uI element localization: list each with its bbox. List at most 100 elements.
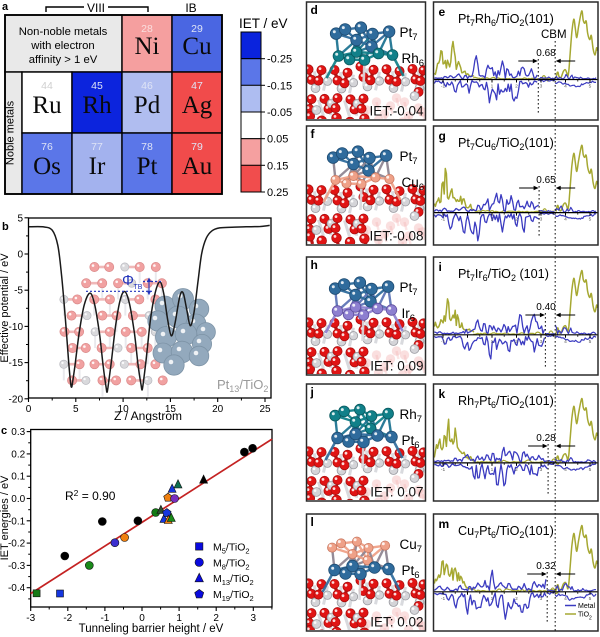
svg-text:-0.05: -0.05 [267, 107, 292, 119]
svg-text:-1: -1 [441, 467, 446, 473]
svg-text:Pt7​Rh6​/TiO2​(101): Pt7​Rh6​/TiO2​(101) [458, 12, 554, 28]
svg-text:3: 3 [540, 84, 543, 90]
svg-text:Rh: Rh [82, 92, 112, 119]
svg-text:-1: -1 [441, 84, 446, 90]
svg-text:Pt6​: Pt6​ [402, 563, 420, 581]
svg-text:1: 1 [491, 84, 494, 90]
svg-text:28: 28 [141, 23, 153, 35]
svg-text:Pt7​Cu6​/TiO2​(101): Pt7​Cu6​/TiO2​(101) [458, 136, 554, 152]
svg-text:2: 2 [515, 467, 518, 473]
svg-text:-1: -1 [441, 217, 446, 223]
svg-text:j: j [310, 385, 314, 399]
svg-text:Tunneling barrier height / eV: Tunneling barrier height / eV [79, 623, 224, 635]
svg-text:1: 1 [491, 467, 494, 473]
svg-text:M5​/TiO2​: M5​/TiO2​ [213, 541, 250, 555]
svg-text:Pt7​: Pt7​ [400, 25, 418, 43]
svg-text:h: h [311, 258, 318, 272]
svg-text:Ag: Ag [182, 92, 213, 119]
svg-text:Pt6​: Pt6​ [402, 433, 420, 451]
svg-text:Rh6​: Rh6​ [402, 51, 425, 69]
svg-text:m: m [439, 517, 450, 531]
svg-text:IET / eV: IET / eV [239, 16, 288, 31]
svg-text:with electron: with electron [30, 40, 94, 52]
svg-text:-0.4: -0.4 [8, 583, 26, 594]
svg-text:0: 0 [17, 250, 23, 261]
svg-text:Cu7​Pt6​/TiO2​(101): Cu7​Pt6​/TiO2​(101) [458, 524, 554, 540]
svg-text:i: i [439, 260, 442, 274]
svg-text:25: 25 [259, 404, 271, 415]
svg-text:Ni: Ni [135, 33, 160, 60]
svg-text:Ir6​: Ir6​ [402, 306, 416, 324]
svg-text:5: 5 [589, 596, 592, 602]
svg-text:4: 4 [564, 217, 567, 223]
svg-text:IET: 0.07: IET: 0.07 [370, 485, 423, 500]
svg-text:M8​/TiO2​: M8​/TiO2​ [213, 557, 250, 571]
svg-text:2: 2 [515, 339, 518, 345]
svg-text:-1: -1 [100, 613, 109, 624]
svg-text:-15: -15 [9, 358, 24, 369]
svg-text:Cu6​: Cu6​ [402, 175, 425, 193]
svg-text:2: 2 [515, 217, 518, 223]
svg-text:-1: -1 [441, 339, 446, 345]
svg-text:4: 4 [564, 596, 567, 602]
svg-text:0.1: 0.1 [11, 472, 25, 483]
svg-text:-5: -5 [14, 286, 23, 297]
svg-text:0.15: 0.15 [267, 160, 288, 172]
svg-text:5: 5 [589, 217, 592, 223]
svg-text:20: 20 [212, 404, 224, 415]
svg-text:-20: -20 [9, 394, 24, 405]
svg-text:44: 44 [41, 80, 53, 92]
svg-text:5: 5 [17, 213, 23, 224]
svg-text:a: a [2, 1, 9, 13]
svg-text:3: 3 [540, 596, 543, 602]
svg-text:Pt7​: Pt7​ [400, 280, 418, 298]
svg-text:-0.2: -0.2 [8, 539, 26, 550]
svg-text:5: 5 [589, 467, 592, 473]
svg-text:Ru: Ru [32, 92, 62, 119]
svg-text:-1: -1 [441, 596, 446, 602]
svg-text:Noble metals: Noble metals [5, 100, 17, 165]
svg-text:0: 0 [139, 613, 145, 624]
svg-text:0.3: 0.3 [11, 427, 25, 438]
svg-text:0.28: 0.28 [536, 433, 556, 444]
svg-text:1: 1 [176, 613, 182, 624]
svg-text:Metal: Metal [578, 603, 596, 610]
svg-text:Cu: Cu [182, 33, 212, 60]
svg-text:affinity > 1 eV: affinity > 1 eV [29, 54, 98, 66]
svg-text:15: 15 [165, 404, 177, 415]
svg-text:45: 45 [91, 80, 103, 92]
svg-text:0.2: 0.2 [11, 449, 25, 460]
svg-text:3: 3 [540, 217, 543, 223]
svg-text:10: 10 [118, 404, 130, 415]
svg-text:c: c [1, 425, 7, 437]
svg-text:79: 79 [191, 141, 203, 153]
svg-text:f: f [311, 127, 316, 141]
svg-text:Effective potential / eV: Effective potential / eV [0, 253, 11, 363]
svg-text:3: 3 [251, 613, 257, 624]
svg-text:-0.15: -0.15 [267, 80, 292, 92]
svg-text:k: k [439, 387, 446, 401]
svg-text:-0.1: -0.1 [8, 516, 26, 527]
svg-text:-10: -10 [9, 322, 24, 333]
svg-text:78: 78 [141, 141, 153, 153]
svg-text:Os: Os [33, 153, 61, 180]
svg-text:4: 4 [564, 339, 567, 345]
svg-text:0.40: 0.40 [536, 302, 556, 313]
svg-text:5: 5 [589, 339, 592, 345]
svg-text:e: e [439, 5, 446, 19]
svg-text:VIII: VIII [87, 1, 105, 15]
svg-text:Rh7​Pt6​/TiO2​(101): Rh7​Pt6​/TiO2​(101) [458, 394, 554, 410]
svg-text:0.25: 0.25 [267, 187, 288, 199]
svg-text:5: 5 [73, 404, 79, 415]
svg-text:Pt13​/TiO2​: Pt13​/TiO2​ [217, 377, 268, 394]
svg-text:Pd: Pd [134, 92, 161, 119]
svg-text:IET: 0.09: IET: 0.09 [370, 359, 423, 374]
svg-text:IB: IB [185, 1, 196, 15]
svg-text:0.65: 0.65 [536, 175, 556, 186]
svg-text:Au: Au [182, 153, 213, 180]
svg-text:-3: -3 [26, 613, 35, 624]
svg-text:47: 47 [191, 80, 203, 92]
svg-text:2: 2 [515, 596, 518, 602]
svg-text:Pt7​Ir6​/TiO2​ (101): Pt7​Ir6​/TiO2​ (101) [458, 267, 549, 283]
svg-text:TiO2​: TiO2​ [578, 612, 592, 622]
